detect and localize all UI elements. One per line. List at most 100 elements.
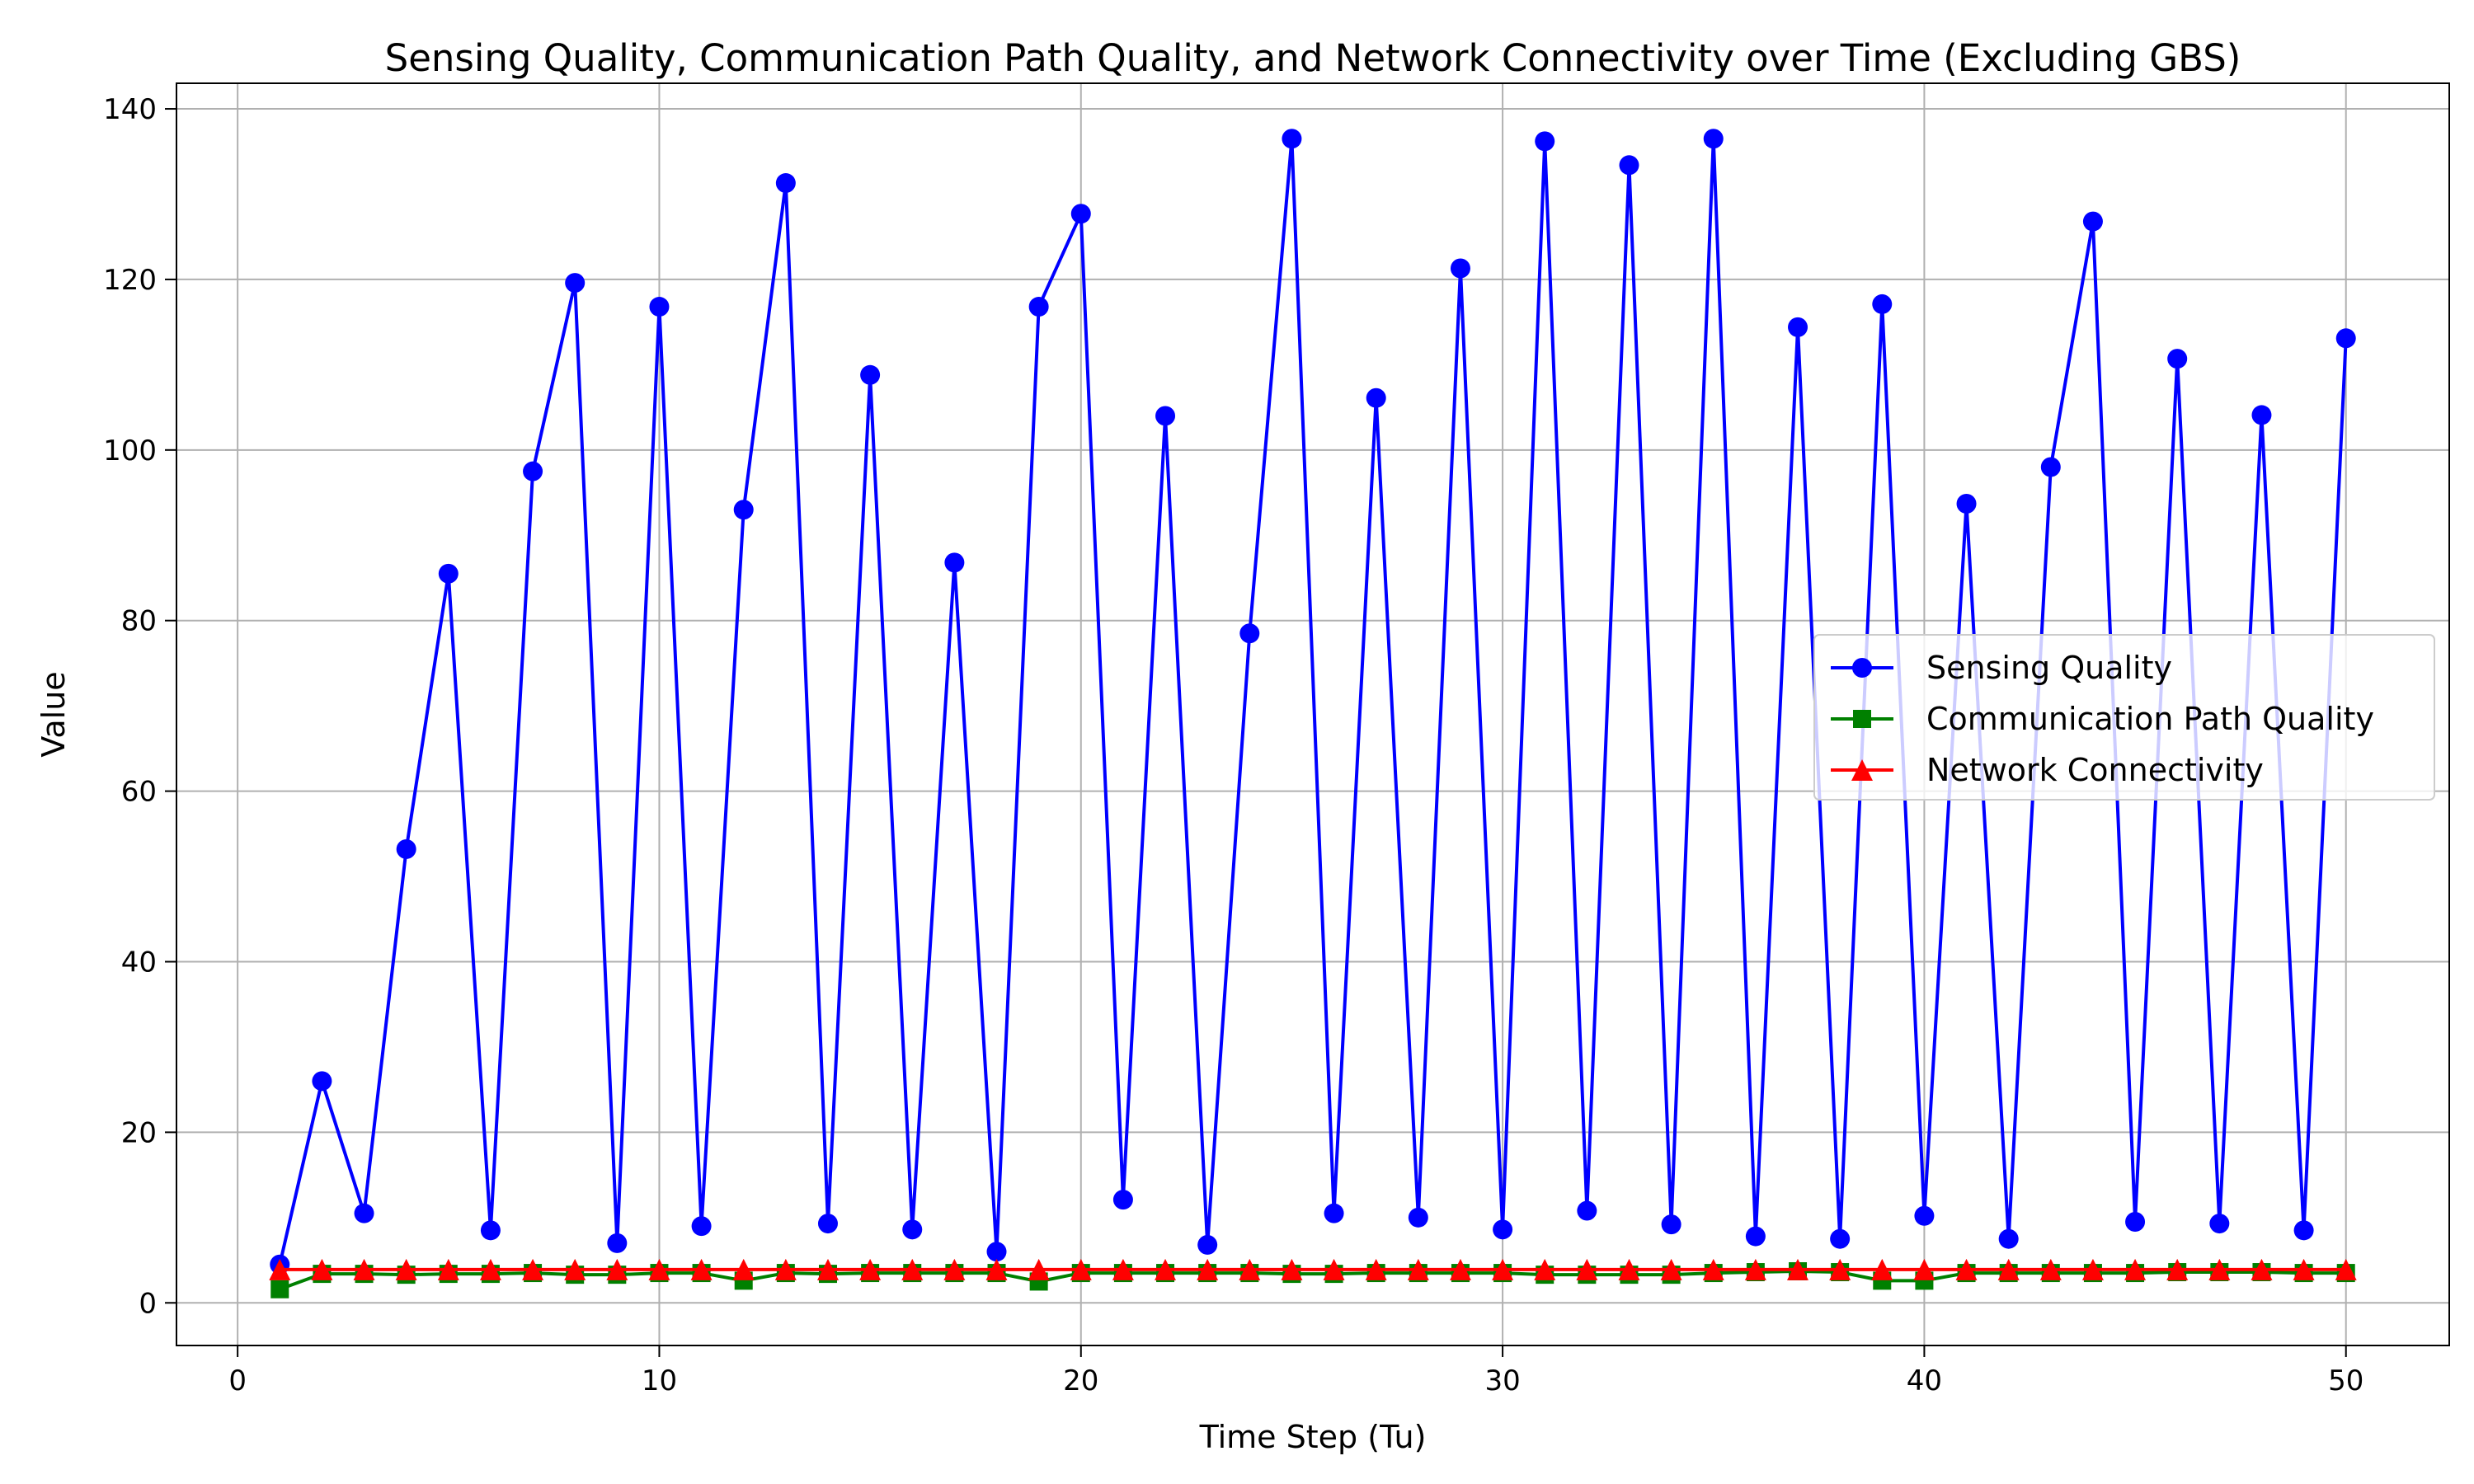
legend: Sensing Quality Communication Path Qualit… xyxy=(1813,634,2435,801)
data-point xyxy=(1365,1258,1387,1280)
data-point xyxy=(1197,1234,1218,1255)
data-point xyxy=(354,1203,374,1223)
data-point xyxy=(1997,1258,2020,1280)
data-point xyxy=(1955,1258,1978,1280)
data-point xyxy=(1112,1190,1133,1210)
data-point xyxy=(312,1071,332,1092)
data-point xyxy=(1070,204,1091,224)
y-tick-label: 100 xyxy=(103,434,157,467)
data-point xyxy=(1493,1219,1513,1240)
y-tick-label: 60 xyxy=(121,776,157,809)
legend-marker xyxy=(1851,759,1873,781)
data-point xyxy=(1112,1258,1134,1280)
data-point xyxy=(1661,1214,1681,1235)
y-axis-label: Value xyxy=(35,671,72,757)
data-point xyxy=(2082,211,2103,232)
data-point xyxy=(1239,623,1260,644)
data-point xyxy=(648,1258,670,1280)
legend-item: Network Connectivity xyxy=(1831,752,2264,788)
data-point xyxy=(353,1258,375,1280)
data-point xyxy=(438,563,459,584)
data-point xyxy=(1281,1258,1303,1280)
y-tick-label: 120 xyxy=(103,264,157,297)
plot-frame xyxy=(176,82,2450,1346)
data-point xyxy=(649,297,670,317)
data-point xyxy=(2039,1258,2062,1280)
x-tick-label: 50 xyxy=(2328,1364,2363,1397)
x-tick-label: 30 xyxy=(1484,1364,1520,1397)
data-point xyxy=(774,1258,797,1280)
legend-label: Network Connectivity xyxy=(1926,752,2264,788)
axis-ticks: 0 10 20 30 40 50 0 20 40 60 80 100 120 140 xyxy=(103,93,2363,1397)
y-tick-label: 0 xyxy=(139,1287,157,1320)
data-point xyxy=(1282,129,1302,149)
data-point xyxy=(1998,1228,2019,1249)
data-point xyxy=(733,500,754,520)
data-point xyxy=(1913,1258,1935,1280)
data-point xyxy=(1070,1258,1092,1280)
data-point xyxy=(2081,1258,2104,1280)
chart-title: Sensing Quality, Communication Path Qual… xyxy=(385,36,2241,80)
data-point xyxy=(1535,131,1555,152)
y-tick-label: 20 xyxy=(121,1116,157,1149)
data-point xyxy=(1619,155,1639,176)
data-point xyxy=(986,1242,1007,1262)
data-point xyxy=(396,838,416,859)
data-point xyxy=(775,173,796,194)
data-point xyxy=(1914,1205,1935,1226)
x-tick-label: 20 xyxy=(1063,1364,1098,1397)
data-point xyxy=(480,1220,501,1241)
data-point xyxy=(311,1258,333,1280)
data-point xyxy=(1703,129,1724,149)
legend-box xyxy=(1813,634,2435,801)
data-point xyxy=(1197,1258,1219,1280)
data-point xyxy=(1577,1200,1597,1221)
data-point xyxy=(2208,1258,2231,1280)
data-point xyxy=(1534,1258,1556,1280)
data-point xyxy=(1155,1258,1177,1280)
data-point xyxy=(607,1233,628,1253)
data-point xyxy=(985,1258,1008,1280)
data-point xyxy=(2251,1258,2273,1280)
data-point xyxy=(565,273,586,294)
data-point xyxy=(1829,1258,1851,1280)
data-point xyxy=(1787,1258,1809,1280)
data-point xyxy=(522,1258,544,1280)
data-point xyxy=(1576,1258,1598,1280)
data-point xyxy=(1155,406,1176,426)
data-point xyxy=(1323,1258,1345,1280)
data-point xyxy=(1324,1203,1344,1223)
data-point xyxy=(606,1258,628,1280)
data-point xyxy=(2335,1258,2357,1280)
data-point xyxy=(1239,1258,1261,1280)
data-point xyxy=(2209,1214,2230,1234)
y-tick-label: 80 xyxy=(121,605,157,638)
data-point xyxy=(901,1258,924,1280)
data-point xyxy=(1660,1258,1682,1280)
data-point xyxy=(1449,1258,1471,1280)
data-point xyxy=(732,1258,755,1280)
data-point xyxy=(2125,1212,2146,1233)
y-tick-label: 40 xyxy=(121,946,157,979)
legend-item: Sensing Quality xyxy=(1831,650,2172,686)
data-point xyxy=(1408,1207,1428,1228)
data-point xyxy=(1028,1258,1050,1280)
data-point xyxy=(1702,1258,1724,1280)
data-point xyxy=(395,1258,417,1280)
data-point xyxy=(564,1258,586,1280)
legend-marker xyxy=(1852,658,1872,678)
legend-label: Communication Path Quality xyxy=(1926,701,2374,737)
x-axis-label: Time Step (Tu) xyxy=(1199,1419,1427,1455)
data-point xyxy=(270,1280,289,1298)
legend-label: Sensing Quality xyxy=(1926,650,2172,686)
x-tick-label: 10 xyxy=(642,1364,677,1397)
data-point xyxy=(2251,405,2272,425)
data-point xyxy=(1492,1258,1514,1280)
data-point xyxy=(479,1258,501,1280)
data-point xyxy=(817,1214,838,1234)
data-point xyxy=(1028,297,1049,317)
data-point xyxy=(2293,1220,2314,1241)
data-point xyxy=(944,552,965,573)
data-point xyxy=(2040,457,2061,477)
